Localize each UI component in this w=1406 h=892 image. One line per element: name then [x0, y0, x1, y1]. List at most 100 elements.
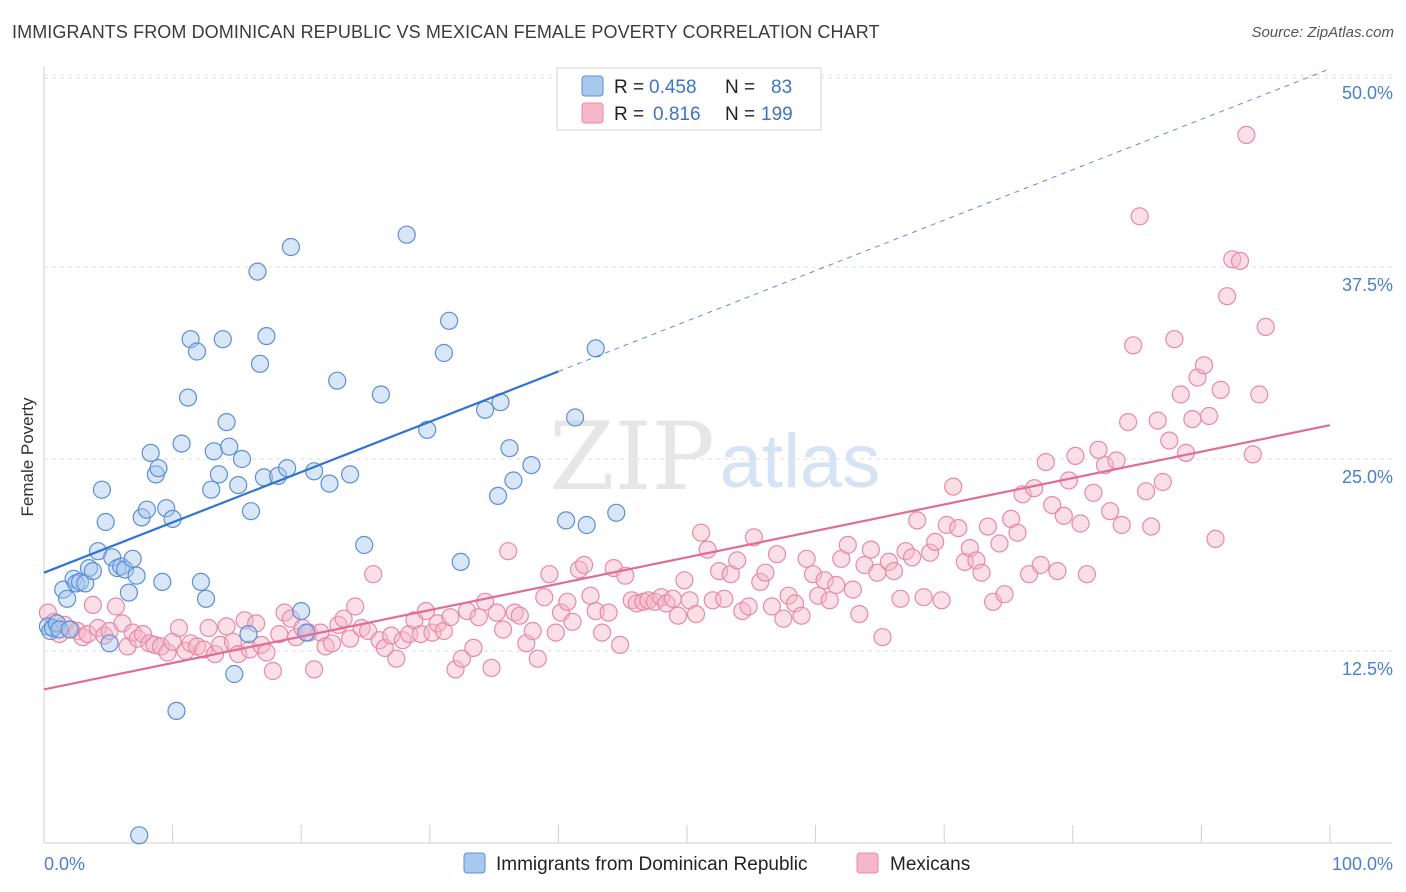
- data-point-dominican: [320, 474, 339, 493]
- data-point-mexican: [411, 624, 430, 644]
- data-point-dominican: [167, 701, 186, 721]
- data-point-mexican: [88, 618, 108, 638]
- data-point-mexican: [827, 575, 846, 595]
- data-point-mexican: [715, 589, 734, 608]
- data-point-dominican: [204, 442, 223, 461]
- data-point-mexican: [1089, 440, 1108, 459]
- data-point-mexican: [599, 603, 618, 622]
- data-point-mexican: [263, 661, 282, 681]
- legend-pink-r-value: 0.816: [653, 104, 701, 125]
- data-point-mexican: [891, 589, 910, 608]
- data-point-dominican: [187, 342, 207, 361]
- data-point-mexican: [1008, 523, 1027, 542]
- data-point-mexican: [627, 594, 646, 613]
- data-point-dominican: [57, 589, 77, 608]
- data-point-mexican: [257, 643, 276, 662]
- data-point-mexican: [510, 606, 529, 625]
- data-point-mexican: [169, 618, 189, 638]
- data-point-mexican: [1066, 446, 1085, 465]
- data-point-mexican: [1084, 483, 1103, 502]
- data-point-mexican: [1211, 380, 1230, 399]
- data-point-dominican: [157, 499, 176, 518]
- data-point-mexican: [1183, 410, 1202, 429]
- data-point-mexican: [235, 611, 254, 630]
- data-point-mexican: [1036, 453, 1055, 472]
- data-point-mexican: [995, 585, 1014, 604]
- data-point-mexican: [581, 586, 600, 605]
- x-tick-label: 100.0%: [1332, 854, 1393, 874]
- data-point-dominican: [96, 512, 115, 532]
- data-point-dominican: [434, 343, 453, 363]
- data-point-mexican: [902, 548, 922, 567]
- data-point-mexican: [487, 603, 506, 622]
- watermark-atlas: atlas: [720, 419, 881, 504]
- data-point-mexican: [1206, 529, 1225, 549]
- data-point-mexican: [1136, 482, 1156, 501]
- data-point-dominican: [239, 624, 258, 644]
- data-point-dominican: [123, 549, 142, 568]
- data-point-dominican: [241, 502, 261, 521]
- data-point-mexican: [728, 551, 747, 570]
- data-point-mexican: [879, 552, 899, 572]
- data-point-dominican: [60, 620, 79, 639]
- data-point-mexican: [499, 542, 518, 561]
- data-point-dominican: [476, 400, 495, 419]
- series-legend: Immigrants from Dominican Republic Mexic…: [463, 852, 970, 875]
- data-point-mexican: [698, 540, 717, 559]
- data-point-dominican: [257, 327, 276, 346]
- data-point-dominican: [127, 566, 146, 585]
- data-point-dominican: [355, 535, 374, 555]
- axes: 12.5% 25.0% 37.5% 50.0% 0.0% 100.0%: [43, 66, 1393, 874]
- data-point-mexican: [691, 523, 711, 542]
- series-legend-pink-label: Mexicans: [890, 854, 970, 875]
- data-point-mexican: [751, 572, 770, 592]
- data-point-dominican: [209, 465, 228, 484]
- data-point-mexican: [1217, 287, 1237, 306]
- data-point-dominican: [440, 311, 459, 330]
- data-point-mexican: [739, 597, 758, 616]
- y-tick-label: 50.0%: [1342, 83, 1393, 103]
- data-point-mexican: [1071, 514, 1090, 533]
- data-point-dominican: [149, 459, 168, 478]
- data-point-mexican: [1100, 502, 1120, 521]
- data-point-mexican: [1107, 451, 1126, 470]
- data-point-mexican: [217, 617, 236, 636]
- data-point-dominican: [196, 589, 216, 608]
- data-point-mexican: [949, 518, 968, 538]
- data-point-dominican: [41, 621, 60, 641]
- data-point-dominican: [220, 437, 239, 456]
- legend-blue-n-label: N =: [725, 77, 755, 98]
- data-point-dominican: [141, 443, 160, 462]
- trend-lines: [43, 68, 1331, 691]
- series-legend-blue-swatch: [463, 852, 486, 874]
- data-point-mexican: [926, 532, 945, 552]
- legend-pink-n-label: N =: [725, 104, 755, 125]
- data-point-mexican: [494, 620, 513, 639]
- data-point-dominican: [556, 511, 576, 530]
- data-point-mexican: [528, 649, 547, 668]
- legend-pink-n-value: 199: [761, 104, 793, 125]
- data-point-mexican: [423, 623, 442, 642]
- data-point-mexican: [1199, 406, 1219, 426]
- data-point-mexican: [908, 511, 927, 530]
- data-point-mexican: [703, 591, 722, 610]
- data-point-mexican: [113, 614, 132, 633]
- data-point-dominican: [607, 503, 626, 522]
- y-tick-label: 25.0%: [1342, 467, 1393, 487]
- data-point-mexican: [1048, 561, 1067, 581]
- series-legend-pink-swatch: [856, 852, 879, 874]
- data-point-dominican: [202, 480, 221, 499]
- data-point-mexican: [1031, 555, 1050, 575]
- legend-pink-swatch: [581, 102, 604, 124]
- data-point-mexican: [1237, 125, 1256, 144]
- data-point-mexican: [452, 649, 471, 668]
- data-point-mexican: [1194, 356, 1214, 375]
- data-point-mexican: [346, 597, 365, 616]
- data-point-dominican: [500, 439, 519, 458]
- data-point-mexican: [668, 606, 688, 625]
- data-point-dominican: [504, 471, 523, 490]
- data-point-mexican: [1095, 456, 1115, 475]
- data-point-dominican: [522, 456, 541, 475]
- data-point-dominican: [281, 237, 300, 257]
- data-point-mexican: [1243, 445, 1262, 464]
